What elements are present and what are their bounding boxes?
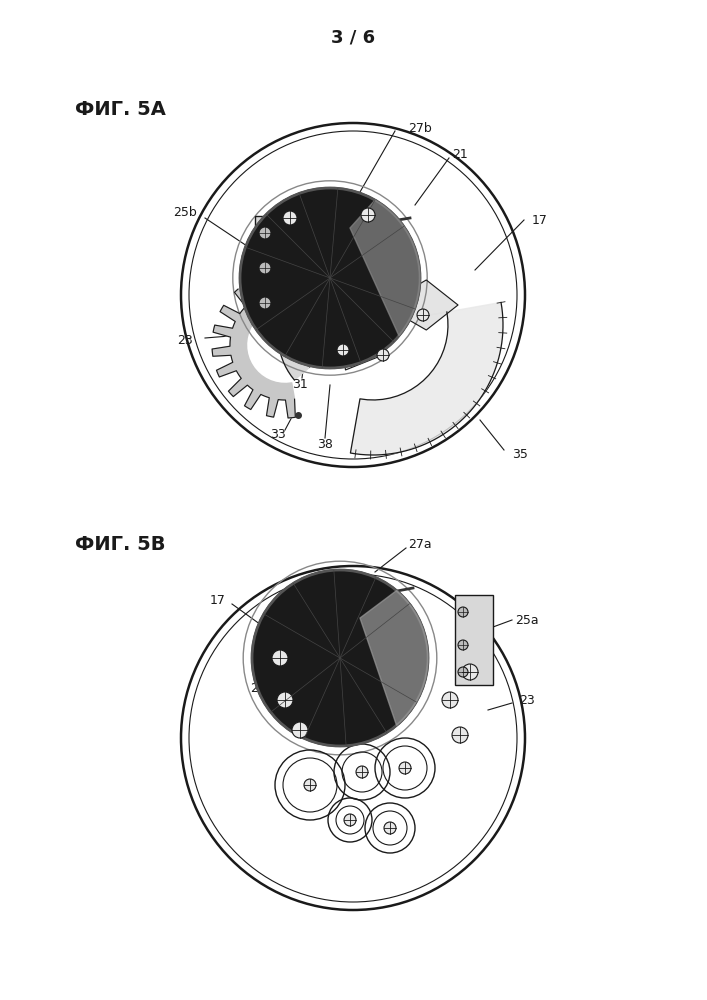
Text: 31: 31 [292,378,308,391]
Circle shape [272,650,288,666]
Circle shape [377,349,389,361]
Circle shape [259,227,271,239]
Circle shape [337,344,349,356]
Circle shape [361,208,375,222]
Text: 25b: 25b [173,207,197,220]
Bar [255,216,297,321]
Circle shape [240,188,420,368]
Text: ФИГ. 5В: ФИГ. 5В [75,535,165,554]
Polygon shape [339,240,383,305]
Text: ФИГ. 5А: ФИГ. 5А [75,100,166,119]
Circle shape [259,297,271,309]
Polygon shape [383,280,458,330]
Text: 17: 17 [210,593,226,606]
Polygon shape [360,591,428,725]
Text: 27a: 27a [408,538,432,552]
Circle shape [356,766,368,778]
Circle shape [458,667,468,677]
Circle shape [442,692,458,708]
Text: 25a: 25a [515,613,539,626]
Text: 27b: 27b [408,121,432,134]
Polygon shape [278,265,393,380]
Bar [455,595,493,685]
Circle shape [452,727,468,743]
Polygon shape [212,289,296,418]
Text: 35: 35 [512,448,528,462]
Circle shape [304,779,316,791]
Circle shape [417,309,429,321]
Text: 21: 21 [250,682,266,694]
Text: 23: 23 [519,694,535,706]
Circle shape [458,607,468,617]
Polygon shape [351,302,503,455]
Circle shape [252,570,428,746]
Circle shape [283,211,297,225]
Text: 38: 38 [317,438,333,452]
Circle shape [292,722,308,738]
Circle shape [384,822,396,834]
Circle shape [344,814,356,826]
Circle shape [277,692,293,708]
Text: 17: 17 [532,214,548,227]
Text: 23: 23 [177,334,193,347]
Circle shape [399,762,411,774]
Text: 21: 21 [452,148,468,161]
Circle shape [259,262,271,274]
Circle shape [458,640,468,650]
Text: 33: 33 [270,428,286,442]
Polygon shape [339,305,383,370]
Circle shape [462,664,478,680]
Polygon shape [350,200,420,336]
Text: 3 / 6: 3 / 6 [331,29,375,47]
